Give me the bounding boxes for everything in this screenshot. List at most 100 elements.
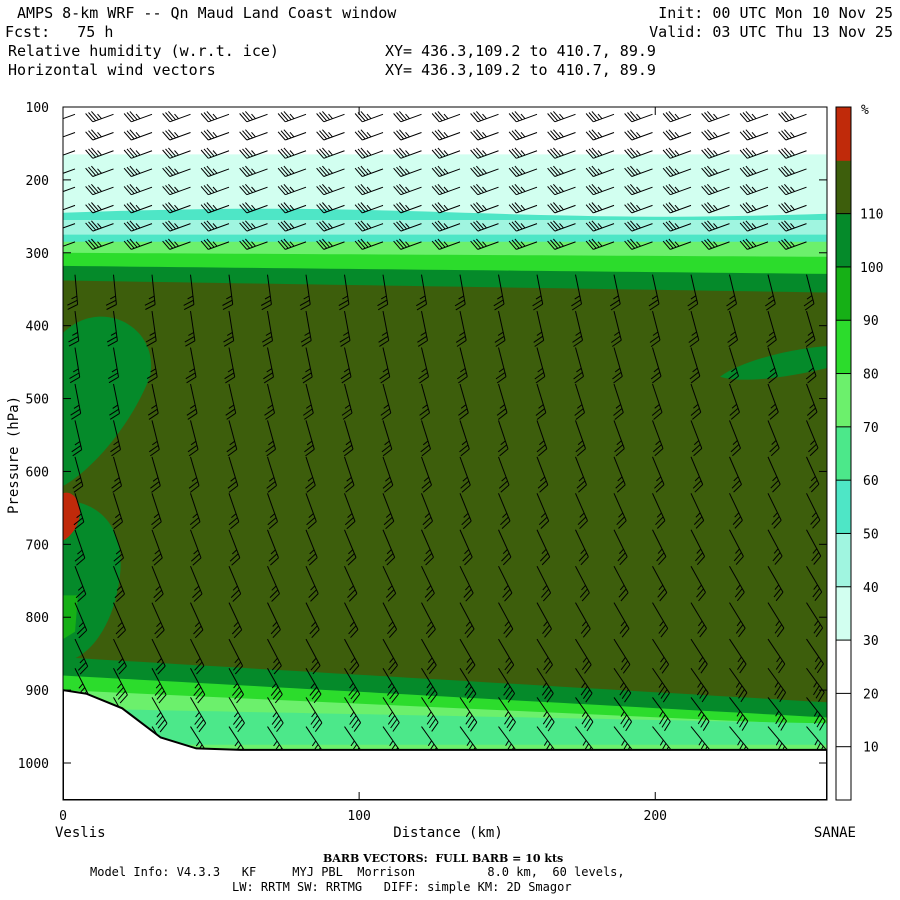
- barb-staff: [190, 566, 203, 595]
- barb-half: [674, 204, 680, 211]
- barb-flag: [343, 448, 354, 457]
- barb-flag: [225, 408, 236, 416]
- barb-flag: [77, 593, 87, 602]
- barb-staff: [785, 168, 807, 177]
- barb-half: [535, 295, 542, 300]
- barb-flag: [105, 299, 117, 306]
- barb-staff: [459, 274, 466, 305]
- barb-staff: [670, 223, 692, 232]
- barb-flag: [550, 148, 559, 158]
- barb-flag: [119, 694, 128, 704]
- barb-flag: [553, 220, 561, 230]
- barb-staff: [613, 602, 630, 629]
- barb-flag: [738, 688, 745, 699]
- barb-staff: [267, 274, 272, 305]
- barb-flag: [348, 593, 358, 602]
- barb-flag: [387, 625, 396, 635]
- barb-flag: [470, 222, 479, 232]
- barb-flag: [546, 693, 554, 703]
- wind-barb: [585, 220, 615, 232]
- barb-half: [482, 241, 487, 247]
- barb-flag: [660, 628, 669, 638]
- barb-flag: [701, 240, 710, 250]
- barb-flag: [665, 148, 674, 158]
- barb-flag: [277, 113, 286, 123]
- barb-staff: [74, 383, 82, 414]
- barb-staff: [190, 638, 205, 667]
- wind-barb: [239, 220, 268, 232]
- barb-flag: [809, 479, 818, 489]
- barb-flag: [476, 129, 484, 139]
- wind-barb: [662, 202, 692, 214]
- barb-flag: [696, 588, 704, 598]
- wind-barb: [200, 129, 230, 141]
- barb-half: [289, 150, 295, 156]
- barb-half: [154, 549, 160, 555]
- barb-staff: [806, 274, 815, 304]
- barb-half: [751, 150, 757, 156]
- barb-staff: [477, 113, 499, 123]
- wind-barb: [767, 529, 783, 565]
- barb-staff: [344, 420, 354, 450]
- barb-flag: [434, 130, 443, 140]
- barb-flag: [273, 665, 282, 675]
- barb-flag: [588, 130, 597, 140]
- barb-flag: [571, 299, 581, 307]
- wind-barb: [662, 147, 692, 159]
- wind-barb: [266, 456, 277, 493]
- barb-flag: [547, 186, 556, 196]
- barb-flag: [427, 628, 436, 638]
- barb-flag: [85, 131, 94, 141]
- barb-flag: [47, 132, 54, 140]
- barb-half: [770, 403, 776, 409]
- barb-half: [520, 241, 526, 247]
- barb-staff: [208, 241, 230, 250]
- barb-flag: [774, 685, 782, 696]
- barb-flag: [813, 685, 820, 696]
- barb-half: [311, 740, 317, 747]
- barb-flag: [543, 660, 551, 671]
- wind-barb: [470, 183, 499, 196]
- barb-flag: [707, 220, 715, 230]
- barb-flag: [704, 148, 713, 158]
- barb-staff: [344, 456, 355, 486]
- barb-half: [152, 477, 159, 482]
- barb-half: [520, 223, 526, 229]
- barb-flag: [701, 167, 710, 177]
- barb-flag: [186, 408, 197, 416]
- barb-flag: [575, 444, 585, 453]
- barb-half: [174, 241, 179, 247]
- barb-half: [405, 150, 410, 156]
- barb-flag: [189, 517, 200, 526]
- wind-barb: [74, 638, 89, 675]
- barb-flag: [396, 148, 405, 158]
- wind-barb: [613, 529, 628, 566]
- barb-flag: [239, 149, 248, 159]
- barb-flag: [781, 112, 790, 122]
- colorbar-swatch: [836, 480, 851, 534]
- wind-barb: [470, 111, 499, 123]
- barb-flag: [625, 721, 633, 732]
- barb-staff: [613, 726, 633, 751]
- barb-flag: [627, 203, 636, 213]
- barb-flag: [378, 335, 389, 343]
- barb-flag: [616, 484, 626, 493]
- barb-flag: [319, 239, 328, 249]
- barb-flag: [232, 593, 242, 602]
- barb-staff: [670, 168, 692, 177]
- barb-staff: [729, 529, 744, 557]
- barb-flag: [399, 147, 407, 157]
- barb-flag: [85, 186, 94, 196]
- y-tick-label: 300: [26, 247, 49, 262]
- barb-half: [229, 440, 235, 446]
- wind-barb: [459, 638, 476, 674]
- barb-staff: [575, 726, 595, 751]
- barb-staff: [344, 274, 350, 305]
- barb-flag: [165, 166, 174, 176]
- barb-flag: [657, 588, 666, 598]
- barb-flag: [72, 449, 82, 457]
- barb-staff: [382, 383, 392, 414]
- barb-flag: [539, 484, 549, 493]
- barb-flag: [581, 592, 590, 602]
- wind-barb: [662, 129, 692, 141]
